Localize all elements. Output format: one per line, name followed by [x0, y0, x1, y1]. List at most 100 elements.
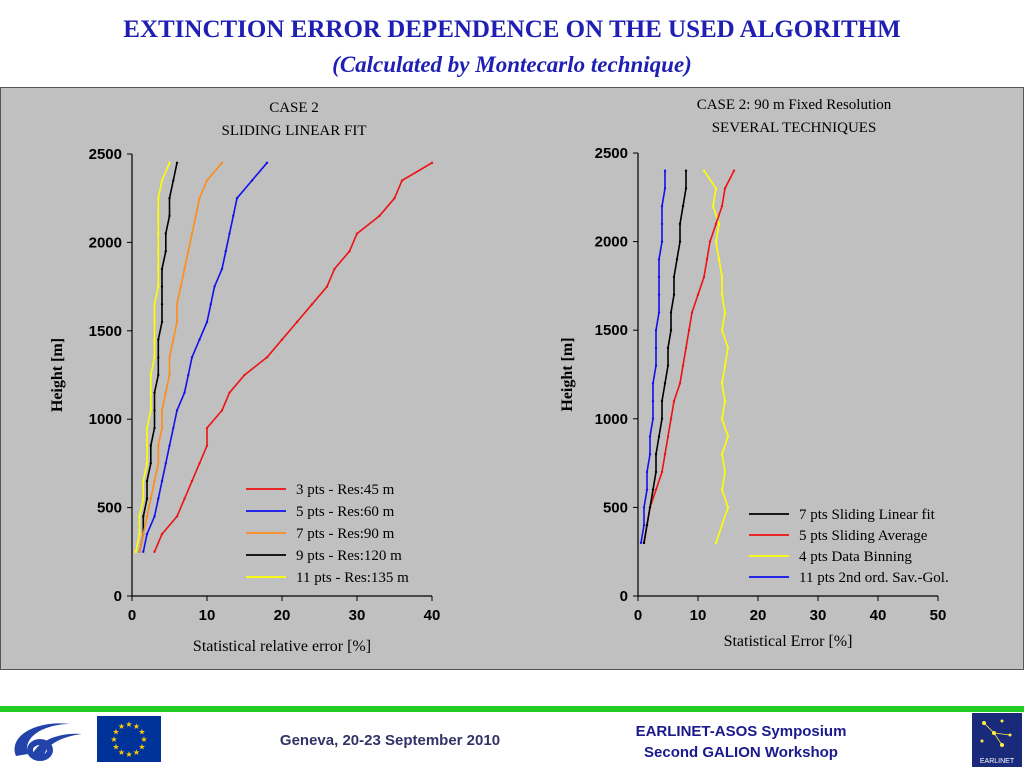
data-point — [732, 169, 736, 172]
data-point — [400, 179, 404, 182]
data-point — [142, 550, 145, 553]
data-point — [145, 479, 149, 483]
data-point — [153, 356, 156, 359]
data-point — [153, 426, 156, 430]
data-point — [654, 470, 658, 474]
y-tick-label: 2000 — [89, 234, 122, 251]
chart-subtitle: SLIDING LINEAR FIT — [222, 123, 367, 139]
data-point — [157, 197, 160, 200]
eu-star-icon: ★ — [133, 748, 140, 757]
data-point — [153, 320, 156, 324]
data-point — [168, 214, 171, 218]
legend-label: 7 pts - Res:90 m — [296, 526, 395, 542]
legend-label: 9 pts - Res:120 m — [296, 548, 402, 564]
data-point — [720, 523, 724, 527]
eu-star-icon: ★ — [112, 743, 119, 752]
data-point — [669, 311, 673, 314]
chart-panel — [0, 87, 1024, 670]
data-point — [663, 382, 667, 385]
data-point — [149, 462, 152, 465]
data-point — [393, 197, 396, 200]
y-tick-label: 0 — [114, 588, 122, 605]
data-point — [651, 417, 655, 420]
data-point — [164, 462, 167, 465]
chart-left: CASE 2 SLIDING LINEAR FIT 0 10 20 30 40 0 500 100… — [49, 100, 440, 655]
data-point — [149, 497, 152, 500]
data-point — [654, 346, 658, 350]
data-point — [228, 232, 231, 235]
data-point — [660, 222, 664, 226]
framework-logo — [14, 723, 82, 761]
eu-star-icon: ★ — [118, 748, 125, 757]
data-point — [378, 214, 381, 218]
data-point — [142, 497, 145, 500]
data-point — [666, 364, 670, 367]
y-tick-label: 500 — [603, 499, 628, 516]
footer-venue: Geneva, 20-23 September 2010 — [279, 732, 501, 749]
eu-star-icon: ★ — [138, 743, 145, 752]
x-tick-label: 10 — [690, 607, 707, 624]
chart-title: CASE 2 — [269, 100, 319, 116]
chart-subtitle: SEVERAL TECHNIQUES — [712, 120, 877, 136]
data-point — [663, 169, 667, 172]
slide-title: EXTINCTION ERROR DEPENDENCE ON THE USED … — [123, 16, 901, 43]
data-point — [639, 541, 643, 545]
data-point — [714, 240, 718, 243]
data-point — [187, 250, 190, 253]
data-point — [153, 479, 156, 483]
data-point — [157, 250, 160, 253]
data-point — [705, 258, 709, 261]
data-point — [684, 346, 688, 350]
y-axis-label: Height [m] — [49, 338, 66, 412]
data-point — [160, 426, 164, 430]
eu-star-icon: ★ — [110, 735, 117, 744]
data-point — [672, 275, 676, 279]
data-point — [134, 550, 137, 553]
data-point — [642, 541, 646, 545]
data-point — [666, 346, 670, 350]
data-point — [243, 373, 246, 377]
data-point — [164, 232, 167, 235]
data-point — [648, 435, 652, 438]
legend-label: 11 pts 2nd ord. Sav.-Gol. — [799, 570, 949, 586]
data-point — [348, 250, 351, 253]
data-point — [145, 497, 149, 500]
data-point — [190, 232, 194, 235]
data-point — [651, 382, 655, 385]
data-point — [194, 214, 197, 218]
earlinet-logo: EARLINET — [972, 713, 1022, 767]
y-tick-label: 2000 — [595, 234, 628, 251]
data-point — [142, 515, 145, 518]
y-tick-label: 1500 — [595, 322, 628, 339]
data-point — [160, 285, 164, 288]
data-point — [220, 409, 224, 412]
footer-divider — [0, 706, 1024, 712]
data-point — [138, 550, 141, 553]
chart-right: CASE 2: 90 m Fixed Resolution SEVERAL TEC… — [559, 97, 949, 650]
data-point — [645, 470, 649, 474]
legend-label: 7 pts Sliding Linear fit — [799, 507, 936, 523]
eu-flag-icon: ★★★★★★★★★ ★ ★★ — [97, 716, 161, 762]
data-point — [157, 356, 160, 359]
data-point — [669, 329, 673, 332]
data-point — [720, 453, 724, 456]
data-point — [198, 338, 201, 341]
data-point — [333, 267, 336, 271]
data-point — [720, 417, 724, 420]
y-tick-label: 1000 — [595, 411, 628, 428]
data-point — [720, 329, 724, 332]
earlinet-logo-text: EARLINET — [980, 758, 1015, 765]
data-point — [702, 275, 706, 279]
data-point — [660, 470, 664, 474]
data-point — [142, 532, 145, 536]
data-point — [160, 320, 164, 324]
series-line — [142, 162, 268, 552]
data-point — [164, 250, 167, 253]
data-point — [681, 364, 685, 367]
data-point — [179, 285, 182, 288]
data-point — [172, 338, 175, 341]
data-point — [153, 409, 156, 412]
series-line — [640, 170, 666, 543]
x-tick-label: 0 — [128, 607, 136, 624]
data-point — [675, 258, 679, 261]
